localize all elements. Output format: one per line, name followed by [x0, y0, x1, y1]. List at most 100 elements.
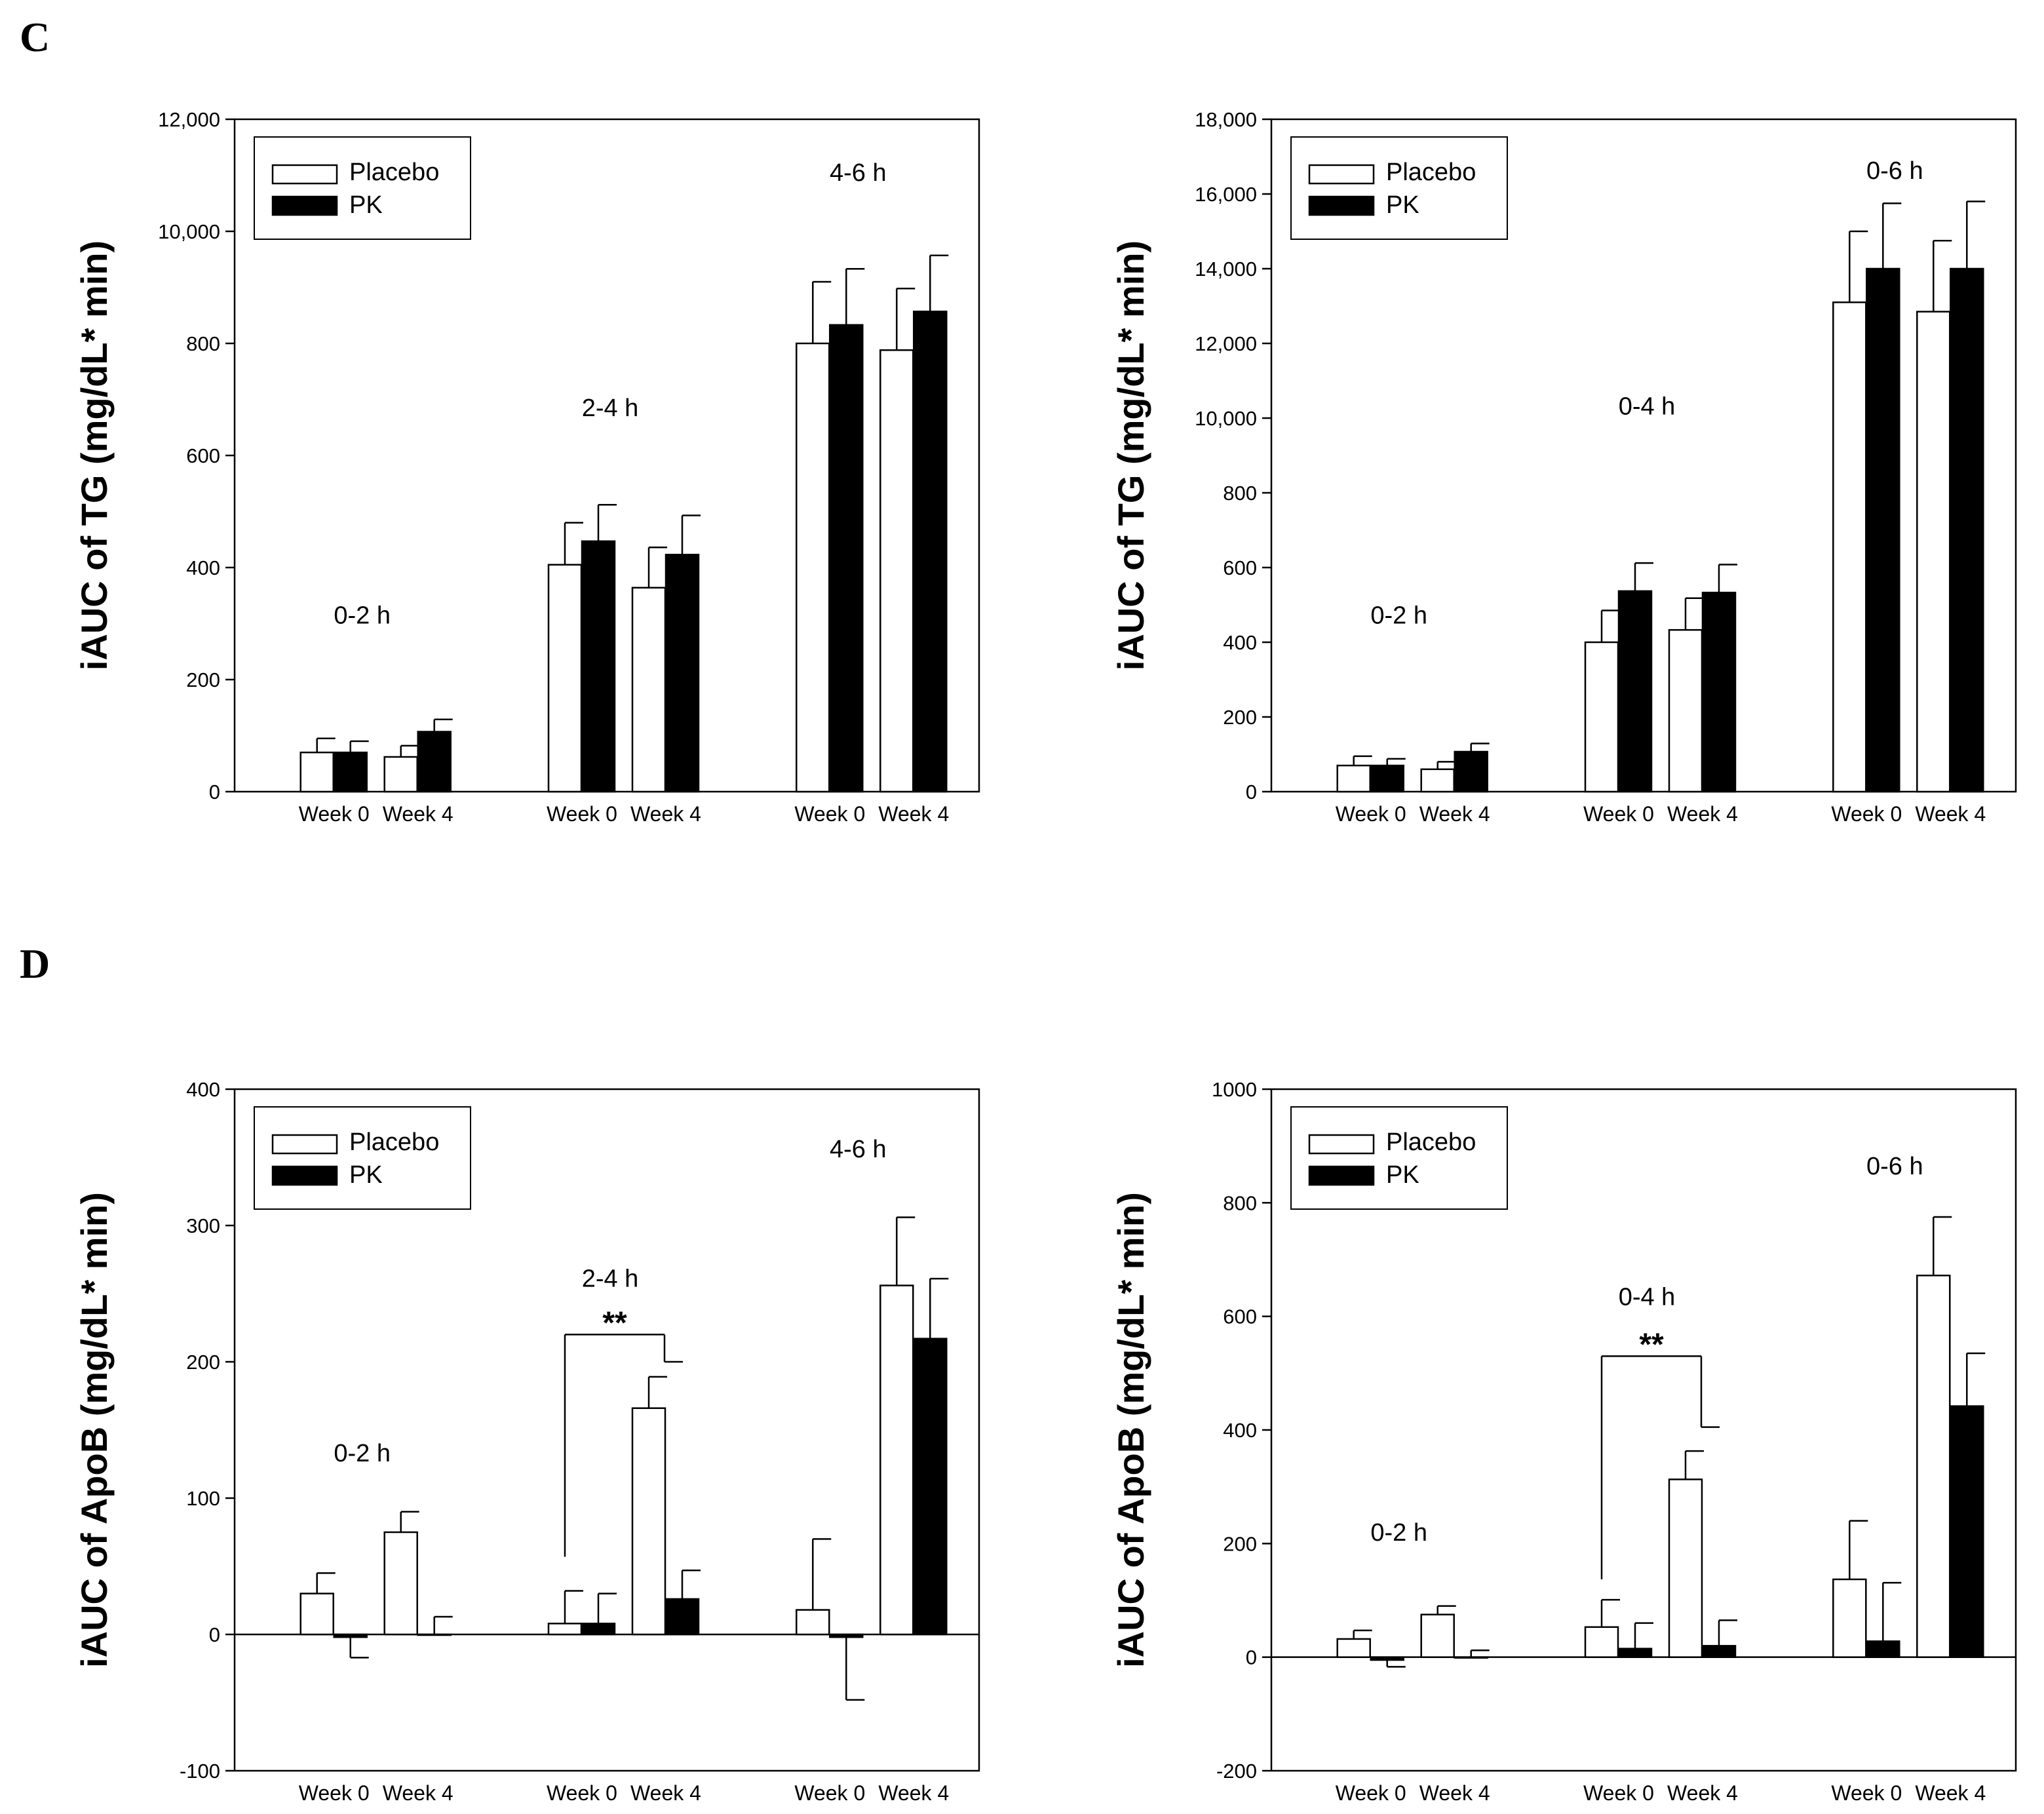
y-tick-label: 12,000	[1195, 332, 1257, 355]
bar-pk	[333, 1633, 368, 1638]
y-axis-label: iAUC of ApoB (mg/dL* min)	[1110, 1192, 1151, 1668]
x-tick-label: Week 0	[794, 802, 865, 826]
y-tick-label: 400	[186, 556, 220, 579]
bar-pk	[417, 731, 452, 793]
panel-label-c: C	[20, 14, 50, 60]
legend-swatch-placebo	[271, 164, 338, 185]
y-tick-label: 0	[1246, 1646, 1257, 1669]
group-label: 0-6 h	[1866, 1153, 1923, 1180]
bar-pk	[1370, 764, 1404, 793]
y-axis-label: iAUC of ApoB (mg/dL* min)	[73, 1192, 115, 1668]
bar-placebo	[547, 1623, 583, 1636]
plot-frame	[233, 1088, 980, 1772]
x-tick-label: Week 0	[299, 1781, 370, 1805]
bar-placebo	[631, 1407, 666, 1636]
legend-swatch-placebo	[271, 1134, 338, 1155]
y-tick-label: -100	[180, 1760, 220, 1783]
legend-label-pk: PK	[1386, 191, 1419, 219]
x-tick-label: Week 4	[630, 1781, 701, 1805]
x-tick-label: Week 0	[299, 802, 370, 826]
bar-pk	[829, 324, 864, 793]
y-tick-label: 0	[1246, 781, 1257, 803]
legend-box	[1290, 136, 1508, 240]
y-axis-label: iAUC of TG (mg/dL* min)	[1110, 241, 1151, 670]
x-tick-label: Week 4	[878, 802, 949, 826]
y-tick-label: 200	[1223, 706, 1257, 729]
legend-label-pk: PK	[349, 1161, 383, 1189]
bar-placebo	[1832, 1578, 1867, 1658]
y-tick-label: 10,000	[158, 220, 220, 243]
y-tick-label: 600	[186, 444, 220, 467]
group-label: 0-4 h	[1619, 1283, 1676, 1311]
y-tick-label: 400	[1223, 631, 1257, 654]
bar-pk	[1454, 750, 1488, 793]
x-tick-label: Week 4	[1915, 1781, 1986, 1805]
group-label: 0-2 h	[334, 1440, 391, 1467]
group-label: 4-6 h	[830, 159, 887, 187]
group-label: 2-4 h	[582, 395, 639, 422]
x-tick-label: Week 4	[1915, 802, 1986, 826]
y-tick-label: 300	[186, 1214, 220, 1237]
legend-label-placebo: Placebo	[1386, 159, 1476, 186]
bar-placebo	[1584, 1626, 1619, 1658]
x-tick-label: Week 0	[1831, 802, 1902, 826]
x-tick-label: Week 0	[1336, 802, 1406, 826]
bar-pk	[1617, 590, 1653, 793]
y-tick-label: 800	[1223, 482, 1257, 505]
group-label: 0-6 h	[1866, 157, 1923, 185]
y-tick-label: 12,000	[158, 108, 220, 131]
bar-pk	[1701, 591, 1737, 793]
bar-pk	[1950, 267, 1984, 793]
x-tick-label: Week 0	[1583, 1781, 1654, 1805]
bar-placebo	[796, 1609, 830, 1636]
y-tick-label: 1000	[1212, 1078, 1257, 1101]
bar-pk	[1866, 267, 1900, 793]
y-tick-label: 200	[186, 668, 220, 691]
legend-swatch-placebo	[1308, 164, 1375, 185]
legend-label-placebo: Placebo	[1386, 1129, 1476, 1156]
y-tick-label: 100	[186, 1487, 220, 1510]
x-tick-label: Week 4	[1419, 802, 1490, 826]
bar-placebo	[299, 751, 334, 793]
bar-pk	[1454, 1656, 1488, 1659]
bar-placebo	[383, 756, 418, 793]
x-tick-label: Week 0	[547, 802, 617, 826]
x-tick-label: Week 4	[1667, 802, 1738, 826]
y-tick-label: 10,000	[1195, 407, 1257, 430]
legend-swatch-pk	[271, 195, 338, 216]
legend-label-placebo: Placebo	[349, 159, 439, 186]
bar-placebo	[1668, 1478, 1703, 1658]
y-axis-label: iAUC of TG (mg/dL* min)	[73, 241, 115, 670]
bar-pk	[1617, 1648, 1653, 1658]
y-tick-label: 400	[1223, 1419, 1257, 1442]
bar-placebo	[383, 1531, 418, 1636]
chart-c-right: 0 200 400 600 800 10,000 12,000 14,000 16,000 18,…	[1110, 108, 2017, 826]
bar-placebo	[879, 1284, 914, 1636]
legend-label-placebo: Placebo	[349, 1129, 439, 1156]
legend-label-pk: PK	[1386, 1161, 1419, 1189]
x-tick-label: Week 0	[1831, 1781, 1902, 1805]
bar-placebo	[879, 349, 914, 793]
bar-pk	[581, 1623, 616, 1636]
x-tick-label: Week 4	[1667, 1781, 1738, 1805]
legend-box	[1290, 1106, 1508, 1210]
bar-placebo	[1916, 1275, 1951, 1658]
significance-marker: **	[1639, 1327, 1664, 1362]
group-label: 0-2 h	[1370, 602, 1427, 630]
legend-swatch-pk	[1308, 1165, 1375, 1186]
y-tick-label: 14,000	[1195, 258, 1257, 280]
y-tick-label: 200	[186, 1351, 220, 1374]
y-tick-label: 400	[186, 1078, 220, 1101]
legend-label-pk: PK	[349, 191, 383, 219]
y-tick-label: 600	[1223, 556, 1257, 579]
y-tick-label: 0	[209, 1623, 220, 1646]
x-tick-label: Week 0	[547, 1781, 617, 1805]
panel-label-d: D	[20, 940, 50, 987]
x-tick-label: Week 4	[1419, 1781, 1490, 1805]
legend-swatch-placebo	[1308, 1134, 1375, 1155]
chart-c-left: 0 200 400 600 800 10,000 12,000 iAUC of TG (mg/…	[73, 108, 980, 826]
chart-d-right: -200 0 200 400 600 800 1000 iAUC of ApoB (mg/dL…	[1110, 1078, 2017, 1805]
y-tick-label: 16,000	[1195, 183, 1257, 206]
x-tick-label: Week 0	[794, 1781, 865, 1805]
bar-placebo	[547, 564, 583, 793]
